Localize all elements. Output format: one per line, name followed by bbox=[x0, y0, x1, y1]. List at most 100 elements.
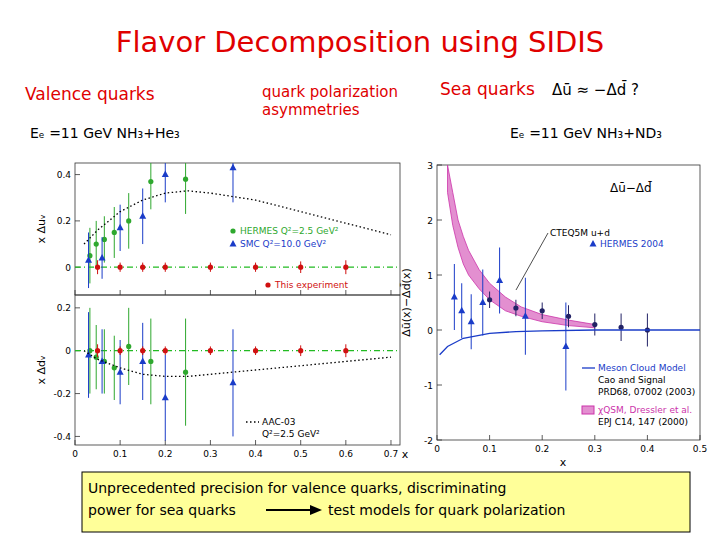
y-tick-label: 0 bbox=[427, 326, 433, 336]
x-tick bbox=[542, 435, 543, 440]
point bbox=[112, 230, 117, 235]
background bbox=[0, 0, 720, 540]
legend-label: HERMES 2004 bbox=[600, 239, 664, 249]
x-tick bbox=[300, 440, 301, 445]
y-axis-label: x Δuᵥ bbox=[35, 214, 48, 243]
x-tick bbox=[75, 290, 76, 295]
point bbox=[163, 348, 168, 353]
title: Flavor Decomposition using SIDIS bbox=[116, 25, 605, 59]
x-tick bbox=[437, 435, 438, 440]
point bbox=[117, 224, 124, 231]
x-tick bbox=[390, 290, 391, 295]
annotation: Cao and Signal bbox=[598, 375, 666, 385]
point bbox=[118, 348, 123, 353]
x-tick bbox=[345, 440, 346, 445]
legend-swatch bbox=[230, 240, 237, 247]
formula: Δū ≈ −Δd̄ ? bbox=[552, 80, 639, 99]
heading: Sea quarks bbox=[440, 79, 535, 99]
x-tick-label: 0.2 bbox=[158, 449, 172, 459]
error-bar bbox=[165, 163, 166, 202]
legend-label: HERMES Q²=2.5 GeV² bbox=[240, 226, 339, 236]
point bbox=[208, 348, 213, 353]
y-tick-label: -1 bbox=[424, 381, 433, 391]
heading: quark polarization bbox=[262, 83, 398, 101]
legend-label: SMC Q²=10.0 GeV² bbox=[240, 239, 326, 249]
point bbox=[126, 218, 131, 223]
y-tick-label: 0 bbox=[65, 263, 71, 273]
slide: Flavor Decomposition using SIDIS Valence … bbox=[0, 0, 720, 540]
y-tick bbox=[75, 174, 80, 175]
summary-text: Unprecedented precision for valence quar… bbox=[88, 480, 506, 496]
point bbox=[513, 305, 518, 310]
plot-frame bbox=[75, 295, 400, 445]
point bbox=[183, 177, 188, 182]
error-bar bbox=[185, 163, 186, 214]
heading: asymmetries bbox=[262, 101, 360, 119]
point bbox=[140, 348, 145, 353]
line bbox=[440, 330, 700, 355]
x-tick bbox=[120, 290, 121, 295]
x-tick bbox=[345, 290, 346, 295]
point bbox=[298, 348, 303, 353]
point bbox=[140, 265, 145, 270]
x-tick bbox=[390, 440, 391, 445]
x-tick bbox=[700, 435, 701, 440]
x-tick bbox=[300, 290, 301, 295]
x-tick bbox=[120, 440, 121, 445]
line bbox=[75, 267, 400, 268]
legend-swatch bbox=[582, 367, 595, 368]
x-tick bbox=[165, 440, 166, 445]
x-tick bbox=[255, 290, 256, 295]
point bbox=[229, 379, 236, 386]
legend-swatch bbox=[265, 282, 270, 287]
x-tick-label: 0.1 bbox=[482, 444, 496, 454]
arrow-head bbox=[310, 505, 322, 515]
point bbox=[112, 365, 117, 370]
annotation-pointer bbox=[516, 233, 548, 290]
legend-label: AAC-03 bbox=[262, 417, 295, 427]
chart: 00.10.20.30.40.50.60.7-0.4-0.200.2xx Δdᵥ… bbox=[35, 295, 409, 461]
point bbox=[298, 265, 303, 270]
x-tick-label: 0.4 bbox=[640, 444, 655, 454]
line bbox=[75, 350, 400, 351]
point bbox=[496, 277, 503, 284]
summary-box: Unprecedented precision for valence quar… bbox=[82, 472, 690, 532]
point bbox=[94, 241, 99, 246]
x-tick bbox=[210, 290, 211, 295]
y-tick-label: 0.2 bbox=[57, 216, 71, 226]
plot-frame bbox=[437, 165, 700, 440]
chart: 00.20.4x ΔuᵥHERMES Q²=2.5 GeV²SMC Q²=10.… bbox=[35, 133, 400, 295]
y-tick bbox=[75, 393, 80, 394]
point bbox=[479, 299, 486, 306]
point bbox=[458, 307, 465, 314]
x-axis-label: x bbox=[402, 448, 409, 461]
plot-frame bbox=[75, 163, 400, 295]
point bbox=[451, 293, 458, 300]
point bbox=[85, 351, 92, 358]
x-tick bbox=[489, 435, 490, 440]
y-axis-label: x Δdᵥ bbox=[35, 355, 48, 384]
point bbox=[162, 171, 169, 178]
point bbox=[126, 344, 131, 349]
point bbox=[487, 297, 492, 302]
arrow-shaft bbox=[266, 509, 312, 511]
y-tick-label: 0 bbox=[65, 346, 71, 356]
setup: Eₑ =11 GeV NH₃+ND₃ bbox=[510, 125, 662, 141]
point bbox=[468, 318, 475, 325]
x-tick-label: 0 bbox=[72, 449, 78, 459]
point bbox=[619, 325, 624, 330]
x-tick bbox=[647, 435, 648, 440]
x-tick-label: 0.7 bbox=[384, 449, 398, 459]
x-tick-label: 0.2 bbox=[535, 444, 549, 454]
point bbox=[118, 265, 123, 270]
error-bar bbox=[150, 163, 151, 209]
point bbox=[162, 394, 169, 401]
point bbox=[208, 265, 213, 270]
x-tick bbox=[75, 440, 76, 445]
band bbox=[448, 165, 595, 328]
point bbox=[99, 254, 106, 260]
legend-swatch bbox=[246, 421, 259, 422]
heading: Valence quarks bbox=[25, 84, 155, 104]
y-tick-label: -0.2 bbox=[53, 389, 71, 399]
y-axis-label: Δū(x)−Δd̄(x) bbox=[400, 268, 413, 336]
